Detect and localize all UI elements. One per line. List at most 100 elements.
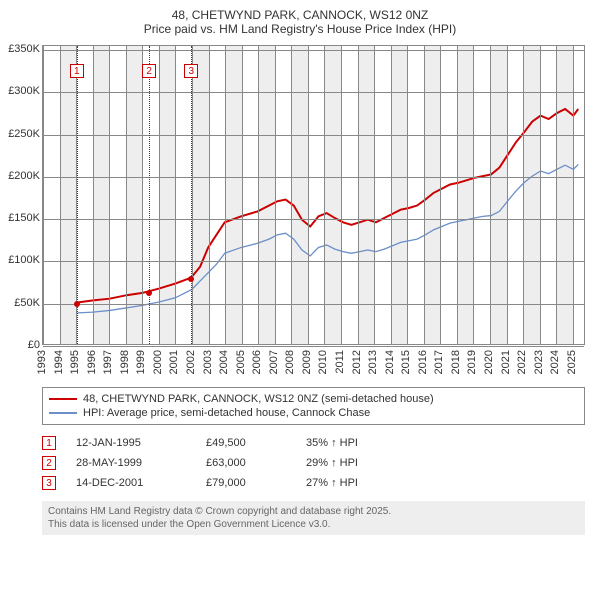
sales-price: £49,500 [206,437,286,449]
gridline-v [308,46,309,344]
xtick-label: 2025 [566,350,578,374]
sales-table: 112-JAN-1995£49,50035% ↑ HPI228-MAY-1999… [42,433,600,493]
xtick-label: 2024 [549,350,561,374]
xtick-label: 1995 [69,350,81,374]
xtick-label: 2008 [284,350,296,374]
sales-date: 12-JAN-1995 [76,437,186,449]
xtick-label: 2022 [516,350,528,374]
sale-marker-dot [146,290,152,296]
gridline-v [175,46,176,344]
xtick-label: 2012 [351,350,363,374]
gridline-v [109,46,110,344]
title-address: 48, CHETWYND PARK, CANNOCK, WS12 0NZ [10,8,590,22]
sales-badge: 2 [42,456,56,470]
gridline-v [507,46,508,344]
xtick-label: 1999 [135,350,147,374]
gridline-h [43,346,584,347]
xtick-label: 2015 [400,350,412,374]
sales-row: 228-MAY-1999£63,00029% ↑ HPI [42,453,600,473]
ytick-label: £0 [0,339,40,351]
legend-label: 48, CHETWYND PARK, CANNOCK, WS12 0NZ (se… [83,393,434,405]
xtick-label: 2004 [218,350,230,374]
sales-row: 314-DEC-2001£79,00027% ↑ HPI [42,473,600,493]
plot-region: 1 2 3 [42,45,585,345]
gridline-v [473,46,474,344]
gridline-v [407,46,408,344]
gridline-h [43,135,584,136]
attribution-line1: Contains HM Land Registry data © Crown c… [48,505,579,518]
gridline-v [341,46,342,344]
sales-badge: 1 [42,436,56,450]
gridline-h [43,177,584,178]
gridline-h [43,219,584,220]
gridline-v [424,46,425,344]
xtick-label: 1994 [53,350,65,374]
xtick-label: 2006 [251,350,263,374]
chart-area: 123 £0£50K£100K£150K£200K£250K£300K£350K… [0,40,600,385]
chart-title: 48, CHETWYND PARK, CANNOCK, WS12 0NZ Pri… [0,0,600,40]
sale-marker-number: 2 [142,64,156,78]
xtick-label: 2017 [433,350,445,374]
gridline-v [209,46,210,344]
xtick-label: 2010 [317,350,329,374]
xtick-label: 2018 [450,350,462,374]
attribution: Contains HM Land Registry data © Crown c… [42,501,585,535]
gridline-v [275,46,276,344]
xtick-label: 1993 [36,350,48,374]
legend-label: HPI: Average price, semi-detached house,… [83,407,370,419]
xtick-label: 2009 [301,350,313,374]
gridline-v [490,46,491,344]
xtick-label: 1996 [86,350,98,374]
xtick-label: 2002 [185,350,197,374]
gridline-v [242,46,243,344]
xtick-label: 2000 [152,350,164,374]
xtick-label: 2003 [202,350,214,374]
ytick-label: £100K [0,254,40,266]
legend-item: HPI: Average price, semi-detached house,… [49,406,578,420]
xtick-label: 2001 [168,350,180,374]
legend-item: 48, CHETWYND PARK, CANNOCK, WS12 0NZ (se… [49,392,578,406]
title-subtitle: Price paid vs. HM Land Registry's House … [10,22,590,36]
xtick-label: 2014 [384,350,396,374]
xtick-label: 2020 [483,350,495,374]
gridline-h [43,50,584,51]
xtick-label: 2019 [466,350,478,374]
sales-hpi: 27% ↑ HPI [306,477,396,489]
gridline-v [291,46,292,344]
xtick-label: 2023 [533,350,545,374]
xtick-label: 1997 [102,350,114,374]
gridline-v [126,46,127,344]
xtick-label: 2016 [417,350,429,374]
sale-marker-number: 1 [70,64,84,78]
sale-marker-number: 3 [184,64,198,78]
gridline-h [43,261,584,262]
gridline-v [60,46,61,344]
gridline-v [540,46,541,344]
gridline-v [457,46,458,344]
legend-swatch [49,412,77,413]
xtick-label: 2013 [367,350,379,374]
gridline-v [391,46,392,344]
gridline-v [523,46,524,344]
xtick-label: 2005 [235,350,247,374]
line-series-svg [43,46,584,344]
gridline-v [142,46,143,344]
sales-date: 28-MAY-1999 [76,457,186,469]
xtick-label: 2021 [500,350,512,374]
gridline-v [93,46,94,344]
gridline-v [358,46,359,344]
sales-hpi: 29% ↑ HPI [306,457,396,469]
legend: 48, CHETWYND PARK, CANNOCK, WS12 0NZ (se… [42,387,585,425]
gridline-h [43,92,584,93]
sales-date: 14-DEC-2001 [76,477,186,489]
xtick-label: 1998 [119,350,131,374]
sale-marker-line [77,46,78,344]
xtick-label: 2007 [268,350,280,374]
gridline-v [159,46,160,344]
sales-row: 112-JAN-1995£49,50035% ↑ HPI [42,433,600,453]
legend-swatch [49,398,77,400]
gridline-v [440,46,441,344]
gridline-v [258,46,259,344]
ytick-label: £300K [0,85,40,97]
ytick-label: £350K [0,43,40,55]
